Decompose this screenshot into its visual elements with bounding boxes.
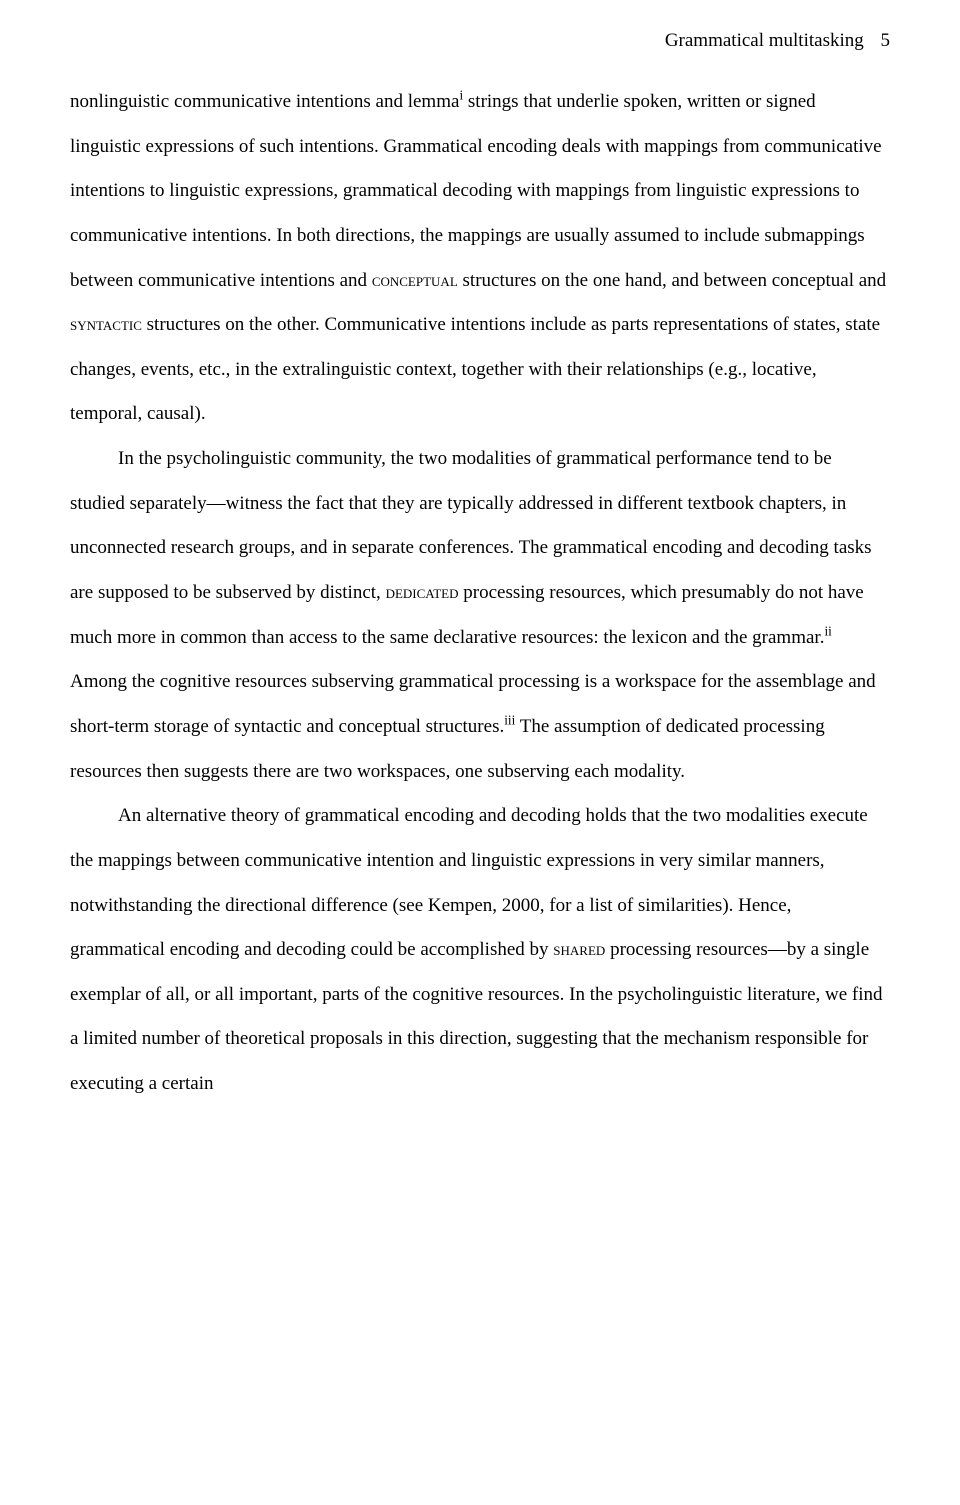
p3-text-b: processing resources—by a single exempla…	[70, 939, 883, 1094]
p2-smallcaps-dedicated: dedicated	[386, 582, 459, 603]
p1-text-b: strings that underlie spoken, written or…	[70, 91, 882, 291]
p1-smallcaps-conceptual: conceptual	[372, 270, 458, 291]
p3-smallcaps-shared: shared	[553, 939, 605, 960]
footnote-ref-ii: ii	[824, 623, 831, 638]
p3-text-a: An alternative theory of grammatical enc…	[70, 805, 868, 960]
body-text: nonlinguistic communicative intentions a…	[70, 80, 890, 1107]
p1-text-a: nonlinguistic communicative intentions a…	[70, 91, 459, 112]
p1-smallcaps-syntactic: syntactic	[70, 314, 142, 335]
p1-text-c: structures on the one hand, and between …	[458, 270, 886, 291]
p2-text-a: In the psycholinguistic community, the t…	[70, 448, 872, 603]
paragraph-2: In the psycholinguistic community, the t…	[70, 437, 890, 794]
footnote-ref-iii: iii	[504, 713, 515, 728]
paragraph-1: nonlinguistic communicative intentions a…	[70, 80, 890, 437]
page-number: 5	[881, 30, 891, 51]
running-title: Grammatical multitasking	[665, 30, 864, 51]
page: Grammatical multitasking 5 nonlinguistic…	[0, 0, 960, 1137]
p1-text-d: structures on the other. Communicative i…	[70, 314, 880, 424]
paragraph-3: An alternative theory of grammatical enc…	[70, 794, 890, 1106]
running-head: Grammatical multitasking 5	[70, 30, 890, 52]
